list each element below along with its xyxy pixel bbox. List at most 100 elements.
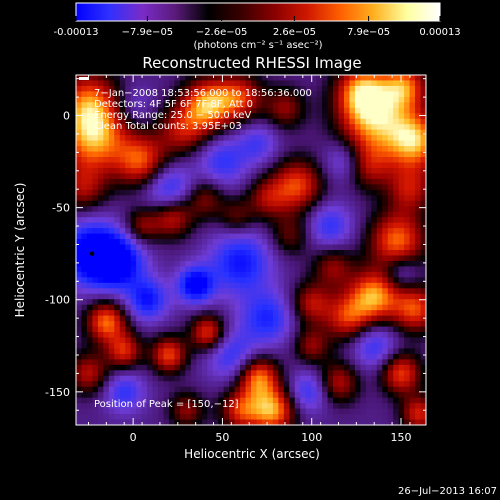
heatmap-cell (92, 364, 99, 371)
heatmap-cell (398, 178, 405, 185)
heatmap-cell (240, 80, 246, 87)
heatmap-cell (147, 397, 153, 404)
heatmap-cell (223, 167, 230, 174)
heatmap-cell (316, 85, 323, 92)
heatmap-cell (278, 200, 285, 207)
heatmap-cell (174, 118, 181, 125)
heatmap-cell (343, 332, 350, 338)
heatmap-cell (103, 332, 110, 338)
heatmap-cell (125, 113, 132, 120)
heatmap-cell (251, 397, 257, 404)
heatmap-cell (261, 277, 268, 284)
heatmap-cell (409, 85, 416, 92)
heatmap-cell (283, 107, 290, 114)
heatmap-cell (174, 91, 181, 98)
heatmap-cell (327, 85, 334, 92)
heatmap-cell (97, 315, 104, 322)
heatmap-cell (404, 321, 410, 327)
heatmap-cell (240, 239, 246, 245)
heatmap-cell (300, 211, 307, 218)
heatmap-cell (86, 206, 93, 213)
heatmap-cell (229, 250, 235, 256)
heatmap-cell (201, 184, 208, 191)
heatmap-cell (163, 255, 170, 262)
heatmap-cell (76, 85, 82, 92)
heatmap-cell (158, 75, 164, 81)
heatmap-cell (343, 315, 350, 322)
heatmap-cell (141, 315, 148, 322)
heatmap-cell (152, 233, 159, 240)
heatmap-cell (338, 315, 345, 322)
heatmap-cell (108, 85, 115, 92)
heatmap-cell (393, 342, 400, 349)
heatmap-cell (415, 200, 421, 207)
heatmap-cell (256, 353, 263, 360)
heatmap-cell (360, 414, 367, 420)
heatmap-cell (190, 419, 197, 426)
heatmap-cell (360, 364, 367, 371)
heatmap-cell (382, 173, 389, 180)
heatmap-cell (92, 211, 99, 218)
heatmap-cell (316, 96, 323, 103)
heatmap-cell (185, 408, 192, 415)
heatmap-cell (130, 178, 137, 185)
heatmap-cell (360, 381, 367, 388)
heatmap-cell (76, 277, 82, 284)
heatmap-cell (365, 195, 372, 202)
heatmap-cell (108, 370, 115, 377)
heatmap-cell (130, 288, 137, 295)
heatmap-cell (125, 189, 132, 196)
heatmap-cell (404, 337, 410, 344)
heatmap-cell (305, 337, 312, 344)
heatmap-cell (316, 381, 323, 388)
heatmap-cell (333, 239, 339, 245)
heatmap-cell (81, 167, 88, 174)
heatmap-cell (196, 370, 203, 377)
heatmap-cell (136, 304, 142, 311)
heatmap-cell (420, 282, 427, 289)
heatmap-cell (81, 381, 88, 388)
heatmap-cell (136, 113, 142, 120)
heatmap-cell (387, 381, 394, 388)
heatmap-cell (218, 364, 225, 371)
heatmap-cell (267, 239, 274, 245)
heatmap-cell (349, 135, 356, 141)
heatmap-cell (322, 129, 328, 136)
heatmap-cell (152, 124, 159, 131)
heatmap-cell (409, 113, 416, 120)
heatmap-cell (119, 211, 126, 218)
heatmap-cell (103, 386, 110, 393)
heatmap-cell (92, 228, 99, 234)
heatmap-cell (371, 375, 378, 382)
heatmap-cell (316, 386, 323, 393)
heatmap-cell (86, 348, 93, 355)
heatmap-cell (125, 359, 132, 366)
heatmap-cell (201, 419, 208, 426)
heatmap-cell (322, 239, 328, 245)
heatmap-cell (338, 260, 345, 267)
heatmap-cell (261, 118, 268, 125)
heatmap-cell (360, 118, 367, 125)
heatmap-cell (420, 157, 427, 163)
heatmap-cell (92, 321, 99, 327)
heatmap-cell (256, 364, 263, 371)
heatmap-cell (108, 293, 115, 300)
heatmap-cell (152, 151, 159, 158)
heatmap-cell (354, 200, 361, 207)
heatmap-cell (76, 375, 82, 382)
heatmap-cell (158, 364, 164, 371)
heatmap-cell (409, 288, 416, 295)
heatmap-cell (267, 250, 274, 256)
heatmap-cell (103, 342, 110, 349)
heatmap-cell (398, 146, 405, 152)
heatmap-cell (365, 189, 372, 196)
heatmap-cell (371, 403, 378, 409)
heatmap-cell (343, 102, 350, 109)
heatmap-cell (404, 392, 410, 399)
heatmap-cell (289, 167, 296, 174)
heatmap-cell (294, 135, 301, 141)
heatmap-cell (245, 217, 252, 224)
heatmap-cell (125, 124, 132, 131)
heatmap-cell (338, 96, 345, 103)
heatmap-cell (393, 408, 400, 415)
